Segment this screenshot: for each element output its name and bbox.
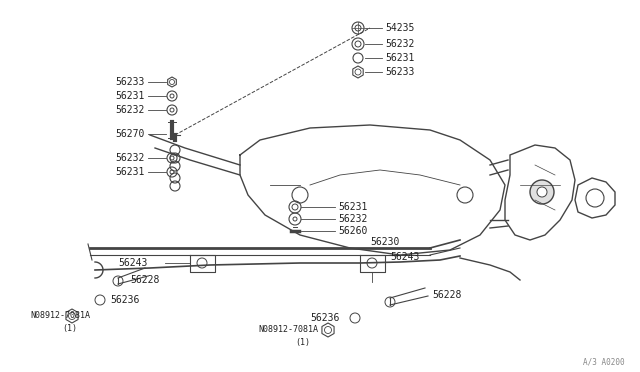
Text: A/3 A0200: A/3 A0200 <box>584 357 625 366</box>
Text: 56243: 56243 <box>118 258 147 268</box>
Text: 56236: 56236 <box>310 313 339 323</box>
Polygon shape <box>505 145 575 240</box>
Text: N08912-7081A: N08912-7081A <box>30 311 90 321</box>
Polygon shape <box>575 178 615 218</box>
Text: 56270: 56270 <box>115 129 145 139</box>
Circle shape <box>352 22 364 34</box>
Text: 56232: 56232 <box>385 39 414 49</box>
Text: (1): (1) <box>62 324 77 333</box>
Circle shape <box>537 187 547 197</box>
Polygon shape <box>168 77 177 87</box>
Polygon shape <box>66 309 78 323</box>
Text: 56231: 56231 <box>385 53 414 63</box>
Circle shape <box>457 187 473 203</box>
Polygon shape <box>322 323 334 337</box>
Text: 56260: 56260 <box>338 226 367 236</box>
Text: 56233: 56233 <box>115 77 145 87</box>
Text: 56232: 56232 <box>115 105 145 115</box>
Text: N08912-7081A: N08912-7081A <box>258 326 318 334</box>
Text: 56243: 56243 <box>390 252 419 262</box>
Text: 54235: 54235 <box>385 23 414 33</box>
Text: 56236: 56236 <box>110 295 140 305</box>
Circle shape <box>586 189 604 207</box>
Circle shape <box>292 187 308 203</box>
Text: 56231: 56231 <box>338 202 367 212</box>
Circle shape <box>355 25 361 31</box>
Text: 56232: 56232 <box>115 153 145 163</box>
Text: 56228: 56228 <box>130 275 159 285</box>
Text: 56231: 56231 <box>115 91 145 101</box>
Text: 56228: 56228 <box>432 290 461 300</box>
Text: 56231: 56231 <box>115 167 145 177</box>
Text: 56230: 56230 <box>370 237 399 247</box>
Text: 56233: 56233 <box>385 67 414 77</box>
Polygon shape <box>353 66 363 78</box>
Text: 56232: 56232 <box>338 214 367 224</box>
Circle shape <box>530 180 554 204</box>
Text: (1): (1) <box>295 337 310 346</box>
